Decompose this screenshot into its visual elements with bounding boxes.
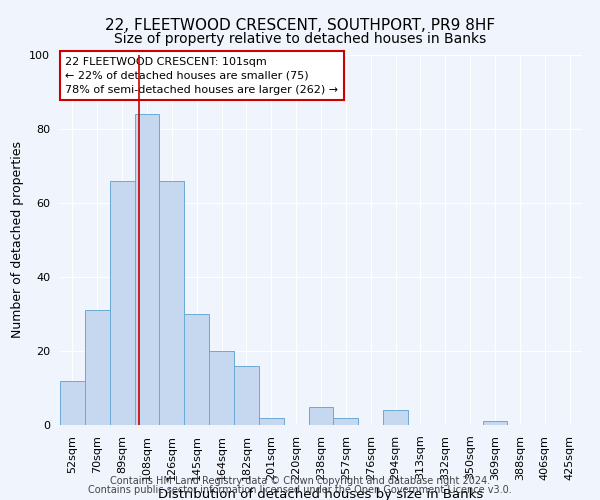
Bar (85, 310, 110, 425)
Text: Contains HM Land Registry data © Crown copyright and database right 2024.: Contains HM Land Registry data © Crown c… (110, 476, 490, 486)
Text: Contains public sector information licensed under the Open Government Licence v3: Contains public sector information licen… (88, 485, 512, 495)
Y-axis label: Number of detached properties: Number of detached properties (11, 142, 24, 338)
Bar (482, 422, 508, 425)
Bar (160, 181, 184, 425)
Bar (383, 410, 408, 425)
Text: Size of property relative to detached houses in Banks: Size of property relative to detached ho… (114, 32, 486, 46)
Bar (308, 406, 334, 425)
Text: 22, FLEETWOOD CRESCENT, SOUTHPORT, PR9 8HF: 22, FLEETWOOD CRESCENT, SOUTHPORT, PR9 8… (105, 18, 495, 32)
Bar (60, 380, 85, 425)
Bar (134, 114, 160, 425)
Bar (234, 366, 259, 425)
Bar (259, 418, 284, 425)
Bar (110, 181, 134, 425)
Bar (184, 314, 209, 425)
X-axis label: Distribution of detached houses by size in Banks: Distribution of detached houses by size … (158, 488, 484, 500)
Bar (209, 351, 234, 425)
Bar (334, 418, 358, 425)
Text: 22 FLEETWOOD CRESCENT: 101sqm
← 22% of detached houses are smaller (75)
78% of s: 22 FLEETWOOD CRESCENT: 101sqm ← 22% of d… (65, 57, 338, 95)
